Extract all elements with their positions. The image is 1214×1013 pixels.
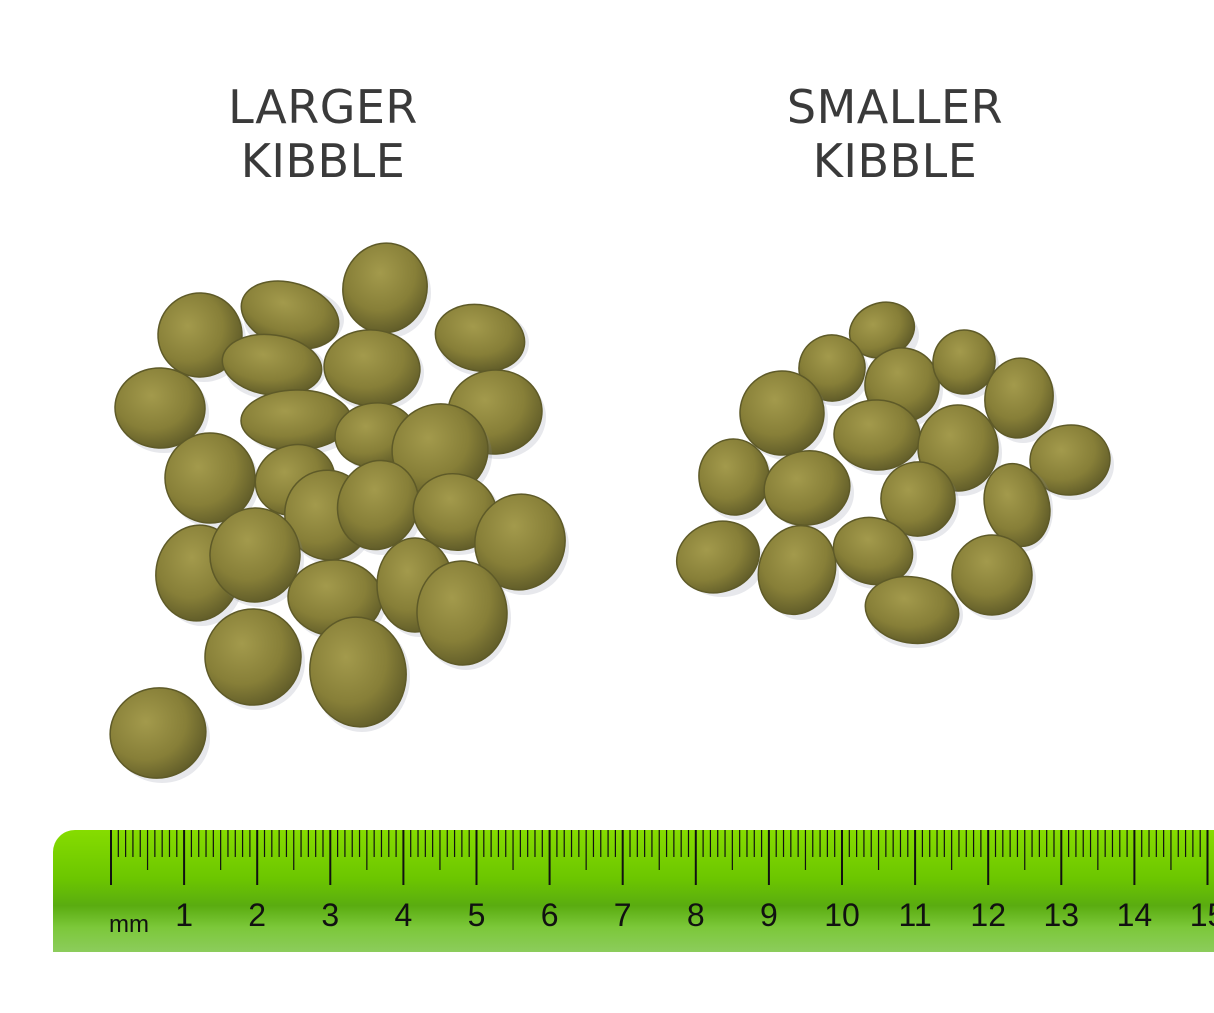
kibble <box>984 357 1054 439</box>
kibble <box>109 687 207 779</box>
kibble <box>757 524 837 616</box>
kibble <box>434 303 526 373</box>
ruler-number: 9 <box>760 897 778 933</box>
kibble <box>164 432 256 524</box>
kibble <box>209 507 301 603</box>
kibble <box>864 575 960 645</box>
smaller-kibble-label: SMALLER KIBBLE <box>695 80 1095 188</box>
ruler-number: 14 <box>1117 897 1153 933</box>
label-line: SMALLER <box>786 80 1004 134</box>
ruler-number: 1 <box>175 897 193 933</box>
ruler-number: 11 <box>898 897 931 933</box>
label-line: KIBBLE <box>240 134 406 188</box>
label-line: LARGER <box>228 80 418 134</box>
ruler-number: 13 <box>1044 897 1080 933</box>
kibble <box>983 462 1051 548</box>
ruler-number: 4 <box>395 897 413 933</box>
kibble <box>114 367 206 449</box>
kibble <box>880 461 956 537</box>
kibble <box>309 616 407 728</box>
ruler-number: 7 <box>614 897 632 933</box>
kibble <box>342 242 428 334</box>
kibble <box>474 493 566 591</box>
ruler-number: 2 <box>248 897 266 933</box>
kibble <box>675 520 761 594</box>
ruler-number: 10 <box>824 897 860 933</box>
kibble <box>157 292 243 378</box>
kibble <box>832 516 914 586</box>
label-line: KIBBLE <box>812 134 978 188</box>
larger-kibble-label: LARGER KIBBLE <box>123 80 523 188</box>
kibble <box>1029 424 1111 496</box>
kibble <box>951 534 1033 616</box>
ruler-number: 12 <box>970 897 1006 933</box>
ruler-number: 15 <box>1190 897 1214 933</box>
kibble <box>763 450 851 526</box>
ruler-number: 8 <box>687 897 705 933</box>
ruler-unit-label: mm <box>109 911 149 938</box>
larger-kibble-pile <box>109 242 569 783</box>
ruler-number: 3 <box>321 897 339 933</box>
smaller-kibble-pile <box>675 301 1114 648</box>
ruler-number: 6 <box>541 897 559 933</box>
kibble <box>416 560 508 666</box>
kibble <box>739 370 825 456</box>
kibble-photo <box>109 242 1114 783</box>
kibble <box>932 329 996 395</box>
kibble <box>204 608 302 706</box>
ruler-number: 5 <box>468 897 486 933</box>
ruler: mm123456789101112131415 <box>53 830 1214 952</box>
